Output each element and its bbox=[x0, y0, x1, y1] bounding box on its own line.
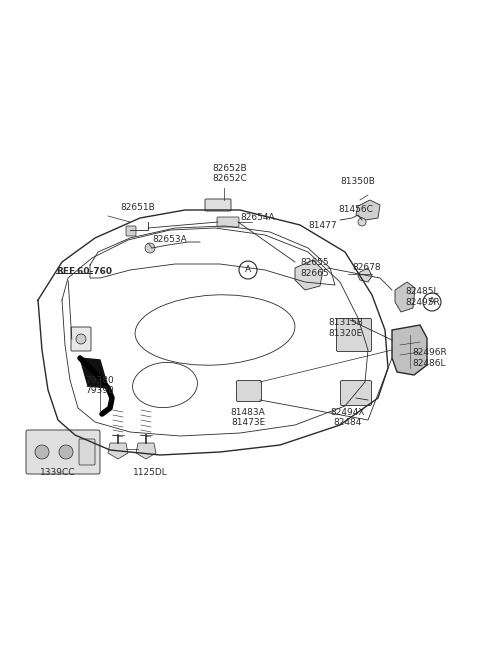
Circle shape bbox=[145, 243, 155, 253]
Text: 79380
79390: 79380 79390 bbox=[85, 376, 114, 396]
Text: 82651B: 82651B bbox=[120, 204, 156, 212]
FancyBboxPatch shape bbox=[237, 381, 262, 402]
Circle shape bbox=[358, 218, 366, 226]
FancyBboxPatch shape bbox=[126, 226, 136, 236]
Text: 82496R
82486L: 82496R 82486L bbox=[412, 348, 447, 367]
Polygon shape bbox=[108, 443, 128, 459]
FancyBboxPatch shape bbox=[71, 327, 91, 351]
Text: 81350B: 81350B bbox=[341, 177, 375, 186]
Text: 82654A: 82654A bbox=[240, 214, 275, 223]
Text: 82494X
82484: 82494X 82484 bbox=[331, 408, 365, 428]
Text: A: A bbox=[245, 265, 251, 274]
FancyBboxPatch shape bbox=[79, 439, 95, 465]
Text: 82655
82665: 82655 82665 bbox=[300, 258, 329, 278]
Text: 82678: 82678 bbox=[352, 263, 381, 272]
Circle shape bbox=[239, 261, 257, 279]
Text: A: A bbox=[429, 297, 435, 307]
FancyBboxPatch shape bbox=[217, 217, 239, 227]
Polygon shape bbox=[395, 282, 415, 312]
Circle shape bbox=[35, 445, 49, 459]
Polygon shape bbox=[358, 268, 372, 282]
FancyBboxPatch shape bbox=[340, 381, 372, 405]
Text: 1339CC: 1339CC bbox=[40, 468, 76, 477]
Text: 82652B
82652C: 82652B 82652C bbox=[213, 164, 247, 183]
FancyBboxPatch shape bbox=[205, 199, 231, 211]
Circle shape bbox=[423, 293, 441, 311]
Text: 81315B
81320E: 81315B 81320E bbox=[328, 318, 363, 338]
Polygon shape bbox=[136, 443, 156, 459]
Text: 81477: 81477 bbox=[308, 221, 336, 229]
FancyBboxPatch shape bbox=[26, 430, 100, 474]
Text: 82485L
82495R: 82485L 82495R bbox=[405, 288, 440, 307]
Text: 81483A
81473E: 81483A 81473E bbox=[230, 408, 265, 428]
Circle shape bbox=[76, 334, 86, 344]
Text: 81456C: 81456C bbox=[338, 206, 373, 214]
Polygon shape bbox=[392, 325, 427, 375]
Polygon shape bbox=[80, 358, 108, 388]
Text: 82653A: 82653A bbox=[152, 236, 187, 244]
Polygon shape bbox=[295, 260, 323, 290]
Polygon shape bbox=[356, 200, 380, 220]
Text: 1125DL: 1125DL bbox=[132, 468, 168, 477]
FancyBboxPatch shape bbox=[336, 318, 372, 352]
Circle shape bbox=[59, 445, 73, 459]
Text: REF.60-760: REF.60-760 bbox=[56, 267, 112, 276]
